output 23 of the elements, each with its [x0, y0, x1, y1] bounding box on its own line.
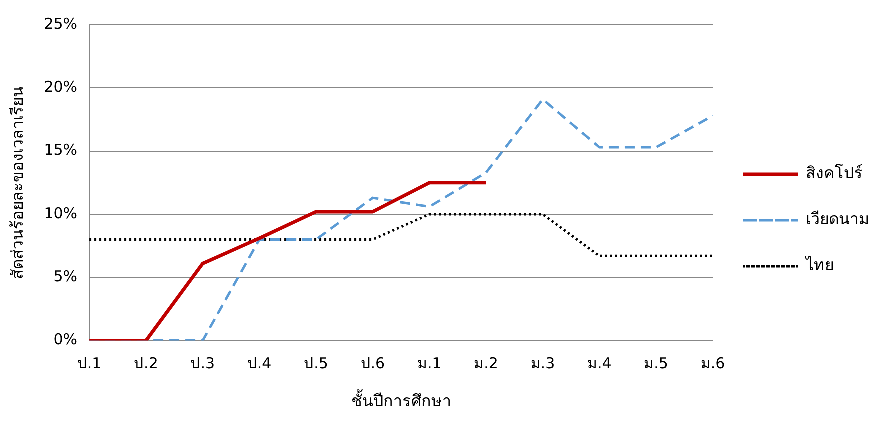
y-tick-label: 20%	[44, 78, 78, 96]
y-tick-label: 10%	[44, 204, 78, 222]
x-tick-label: ป.2	[134, 354, 158, 373]
x-tick-label: ป.4	[247, 354, 272, 373]
y-axis-title: สัดส่วนร้อยละของเวลาเรียน	[8, 86, 27, 280]
x-tick-label: ม.2	[474, 354, 498, 373]
x-tick-label: ป.1	[77, 354, 102, 373]
y-tick-label: 5%	[54, 268, 78, 286]
y-tick-label: 0%	[54, 330, 78, 349]
x-axis-title: ชั้นปีการศึกษา	[351, 390, 452, 411]
y-tick-label: 15%	[44, 141, 78, 160]
y-tick-label: 25%	[44, 14, 78, 33]
legend-label: เวียดนาม	[806, 210, 870, 229]
x-tick-label: ม.1	[417, 354, 442, 373]
legend-label: สิงคโปร์	[806, 164, 863, 183]
x-tick-label: ม.3	[530, 354, 556, 373]
x-tick-label: ม.5	[644, 354, 668, 373]
x-tick-label: ป.6	[360, 354, 386, 373]
x-tick-label: ป.3	[190, 354, 216, 373]
legend-label: ไทย	[804, 256, 834, 275]
x-tick-label: ม.6	[700, 354, 726, 373]
x-tick-label: ป.5	[304, 354, 328, 373]
x-tick-label: ม.4	[587, 354, 612, 373]
